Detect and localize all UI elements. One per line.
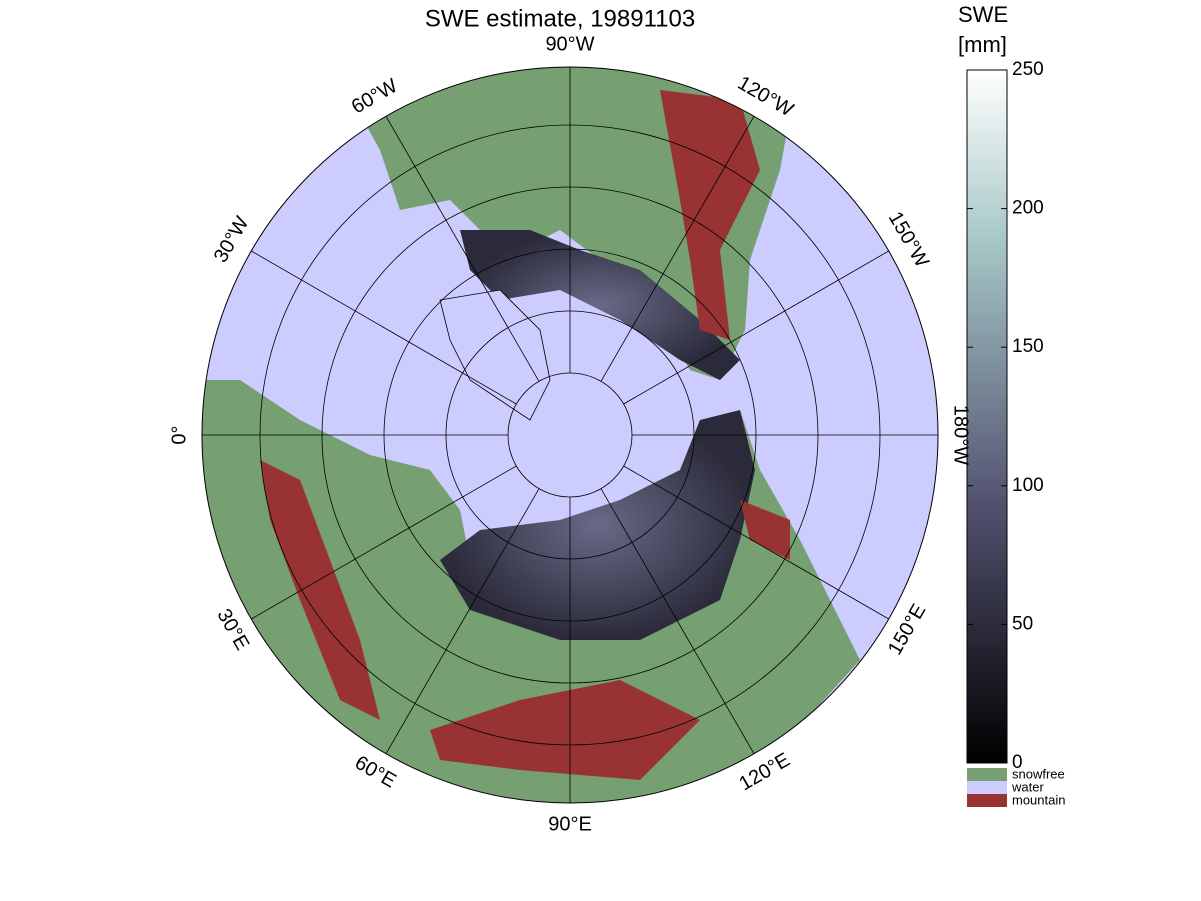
graticule <box>202 67 938 803</box>
meridian <box>385 488 540 754</box>
meridian <box>251 465 517 620</box>
longitude-label: 0° <box>168 425 190 444</box>
meridian <box>251 250 517 405</box>
snow-cover <box>460 230 740 380</box>
colorbar-tick-label: 100 <box>1012 475 1044 496</box>
meridian <box>600 488 755 754</box>
meridian <box>623 465 889 620</box>
category-label: water <box>1011 779 1044 794</box>
colorbar-tick-label: 0 <box>1012 752 1023 773</box>
colorbar-tick-label: 50 <box>1012 613 1033 634</box>
map <box>201 66 939 804</box>
longitude-label: 180°W <box>950 405 972 465</box>
category-swatch <box>967 768 1007 781</box>
mountain <box>740 500 790 560</box>
colorbar-tick-label: 200 <box>1012 198 1044 219</box>
meridian <box>623 250 889 405</box>
category-swatch <box>967 794 1007 807</box>
colorbar-label: [mm] <box>958 32 1007 57</box>
colorbar-tick-label: 150 <box>1012 336 1044 357</box>
greenland <box>439 289 551 421</box>
longitude-label: 90°E <box>548 813 592 835</box>
colorbar-label: SWE <box>958 2 1008 27</box>
category-label: snowfree <box>1012 766 1065 781</box>
mountain <box>660 90 760 340</box>
category-label: mountain <box>1012 792 1065 807</box>
longitude-label: 90°W <box>545 33 594 55</box>
mountain <box>430 680 700 780</box>
meridian <box>385 116 540 382</box>
colorbar-gradient <box>966 69 1008 764</box>
mountain <box>260 460 380 720</box>
map-edge <box>201 66 939 804</box>
land <box>202 67 860 803</box>
colorbar: SWE [mm] 0 50 100 150 200 250 snowfreewatermount… <box>958 2 1065 808</box>
title: SWE estimate, 19891103 <box>425 5 695 32</box>
meridian <box>600 116 755 382</box>
category-swatch <box>967 781 1007 794</box>
snow-cover <box>440 410 755 640</box>
colorbar-tick-label: 250 <box>1012 59 1044 80</box>
